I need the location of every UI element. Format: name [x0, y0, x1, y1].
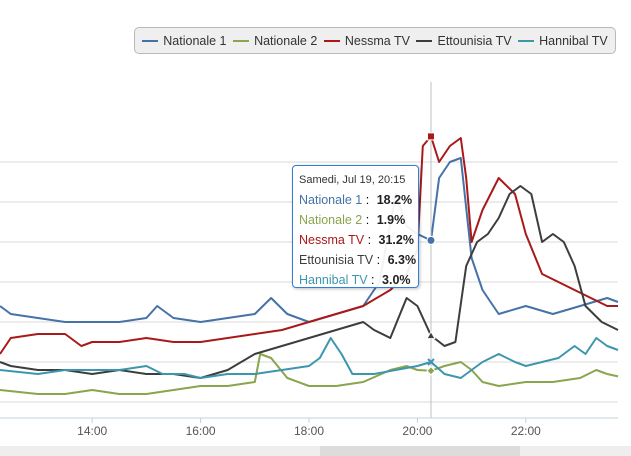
series-line-ettounisia-tv[interactable] — [0, 185, 619, 379]
tooltip-separator: : — [365, 213, 370, 227]
tooltip-series-name: Nationale 2 — [299, 213, 363, 227]
chart-tooltip: Samedi, Jul 19, 20:15 Nationale 1 : 18.2… — [292, 165, 419, 288]
legend-item-hannibal-tv[interactable]: Hannibal TV — [518, 34, 608, 48]
tooltip-separator: : — [365, 193, 370, 207]
chart-legend: Nationale 1 Nationale 2 Nessma TV Ettoun… — [134, 27, 616, 54]
legend-swatch — [233, 39, 250, 42]
legend-item-nessma-tv[interactable]: Nessma TV — [323, 33, 410, 48]
legend-label: Nessma TV — [344, 33, 410, 48]
marker-hannibal-tv — [427, 358, 435, 366]
tooltip-row: Ettounisia TV : 6.3% — [299, 250, 418, 270]
legend-label: Nationale 1 — [163, 33, 227, 48]
tooltip-value: 3.0% — [382, 273, 411, 287]
tooltip-value: 1.9% — [376, 213, 406, 227]
legend-item-nationale-1[interactable]: Nationale 1 — [142, 33, 227, 48]
tooltip-row: Nessma TV : 31.2% — [299, 230, 418, 250]
x-tick-label: 16:00 — [186, 424, 216, 438]
marker-ettounisia-tv — [426, 330, 436, 340]
x-axis: 14:00 16:00 18:00 20:00 22:00 — [0, 417, 631, 456]
navigator-handle[interactable] — [320, 446, 520, 456]
legend-item-ettounisia-tv[interactable]: Ettounisia TV — [416, 33, 512, 48]
tooltip-separator: : — [367, 233, 372, 247]
series-layer — [0, 135, 619, 395]
navigator-strip[interactable] — [0, 446, 631, 456]
tooltip-separator: : — [376, 253, 381, 267]
tooltip-separator: : — [371, 273, 375, 287]
series-line-nationale-2[interactable] — [0, 353, 619, 395]
legend-label: Hannibal TV — [539, 33, 608, 48]
legend-swatch — [142, 39, 159, 42]
tooltip-series-name: Nessma TV — [299, 233, 365, 247]
tooltip-series-name: Nationale 1 — [299, 193, 363, 207]
legend-item-nationale-2[interactable]: Nationale 2 — [233, 34, 317, 48]
marker-nationale-2 — [426, 366, 436, 376]
x-tick-label: 22:00 — [511, 424, 541, 438]
marker-nessma-tv — [426, 132, 435, 141]
x-tick-label: 14:00 — [77, 424, 107, 438]
tooltip-row: Hannibal TV : 3.0% — [299, 270, 418, 290]
highlight-layer — [426, 82, 436, 418]
tooltip-value: 6.3% — [387, 253, 417, 267]
tooltip-row: Nationale 2 : 1.9% — [299, 210, 418, 230]
legend-swatch — [518, 39, 535, 42]
tooltip-row: Nationale 1 : 18.2% — [299, 190, 418, 210]
tooltip-value: 31.2% — [378, 233, 414, 247]
tooltip-series-name: Ettounisia TV — [299, 253, 374, 267]
legend-label: Nationale 2 — [254, 33, 318, 48]
series-line-hannibal-tv[interactable] — [0, 337, 619, 379]
tooltip-title: Samedi, Jul 19, 20:15 — [299, 174, 406, 186]
marker-nationale-1 — [426, 235, 436, 245]
x-tick-label: 18:00 — [294, 424, 324, 438]
x-tick-label: 20:00 — [402, 424, 432, 438]
legend-swatch — [323, 39, 340, 42]
tooltip-series-name: Hannibal TV — [299, 273, 368, 287]
tooltip-value: 18.2% — [376, 193, 413, 207]
legend-label: Ettounisia TV — [437, 33, 512, 48]
legend-swatch — [416, 39, 433, 42]
